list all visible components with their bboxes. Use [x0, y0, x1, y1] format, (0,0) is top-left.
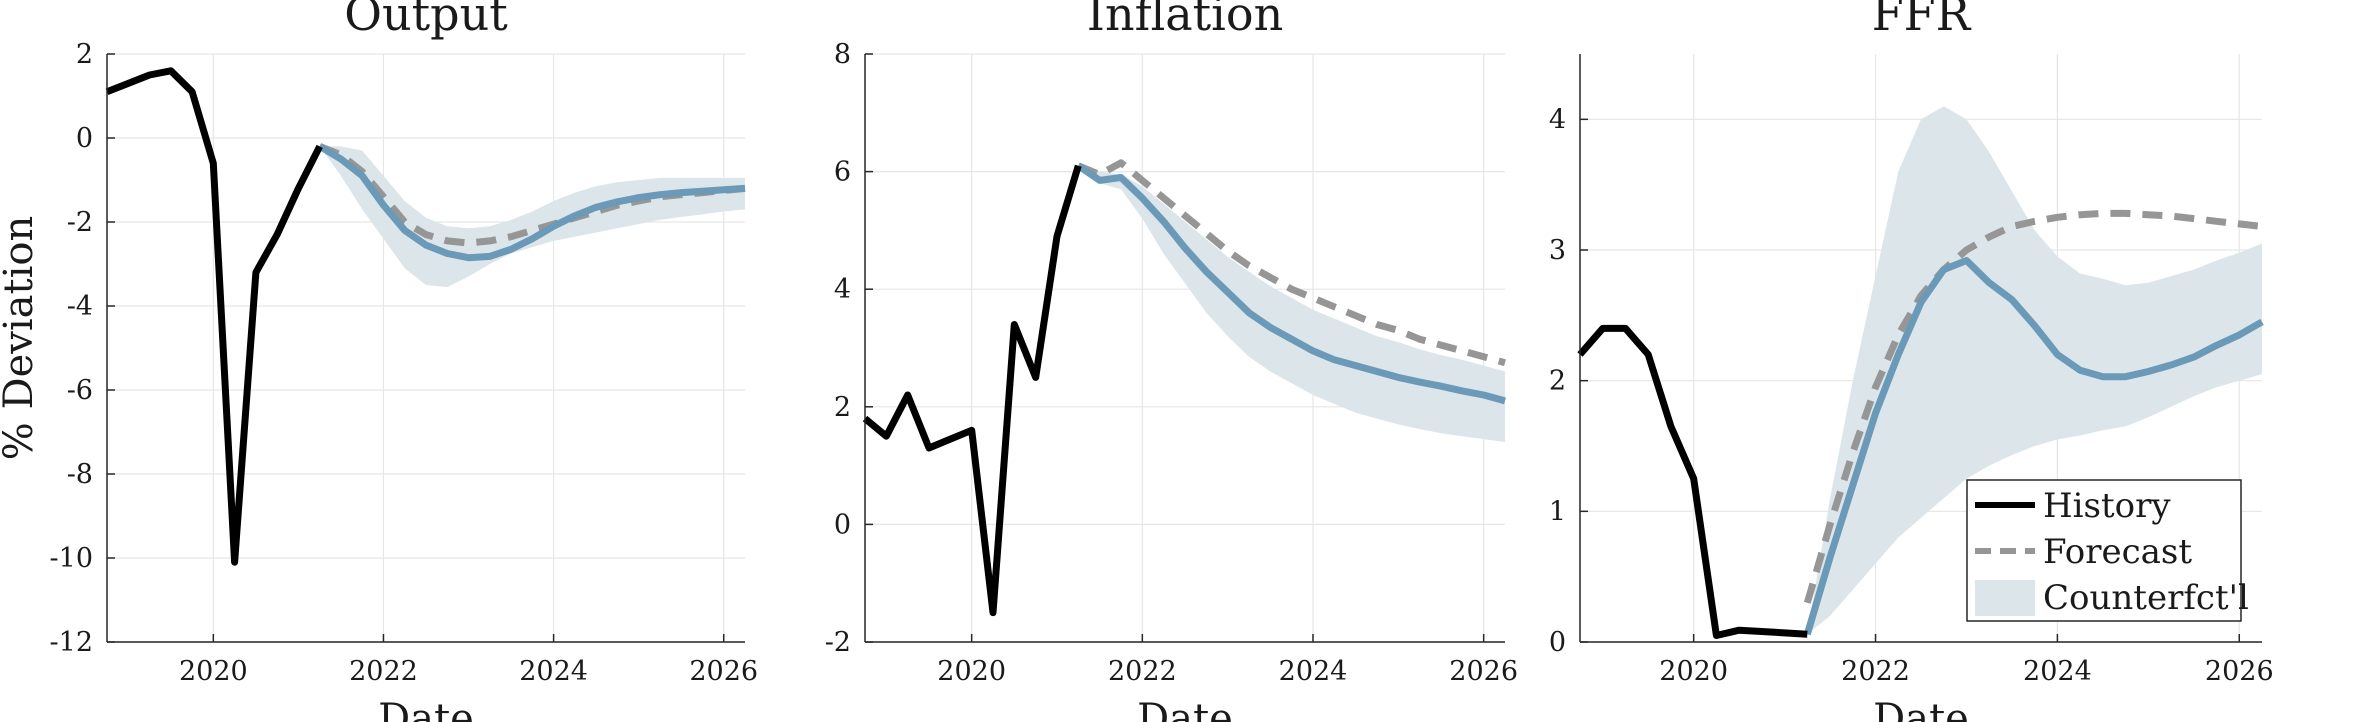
series-counterfactual-inflation — [1076, 162, 1506, 405]
x-axis-label-inflation: Date — [1137, 696, 1233, 722]
y-tick-label-inflation: -2 — [825, 627, 851, 658]
legend-label-counterfactual: Counterfct'l — [2043, 578, 2249, 618]
y-tick-label-inflation: 8 — [834, 39, 851, 70]
x-tick-label-ffr: 2024 — [2023, 656, 2092, 687]
y-tick-label-ffr: 3 — [1549, 235, 1566, 266]
x-tick-label-inflation: 2022 — [1108, 656, 1177, 687]
y-tick-label-inflation: 4 — [834, 274, 851, 305]
series-counterfactual-output — [317, 143, 746, 262]
x-tick-label-ffr: 2022 — [1841, 656, 1910, 687]
plot-area-output — [107, 54, 745, 642]
series-history-ffr — [1577, 324, 1808, 639]
panel-title-output: Output — [344, 0, 508, 41]
x-tick-label-ffr: 2020 — [1659, 656, 1728, 687]
x-tick-label-ffr: 2026 — [2205, 656, 2274, 687]
x-tick-label-output: 2022 — [349, 656, 418, 687]
y-axis-label: % Deviation — [0, 216, 42, 460]
y-tick-label-output: -12 — [50, 627, 93, 658]
band-counterfactual-inflation — [1078, 165, 1505, 443]
y-tick-label-inflation: 6 — [834, 157, 851, 188]
x-tick-label-inflation: 2026 — [1449, 656, 1518, 687]
x-axis-label-ffr: Date — [1873, 696, 1969, 722]
y-tick-label-ffr: 4 — [1549, 104, 1566, 135]
x-tick-label-inflation: 2020 — [937, 656, 1006, 687]
y-tick-label-ffr: 0 — [1549, 627, 1566, 658]
panel-title-inflation: Inflation — [1087, 0, 1283, 41]
legend-label-history: History — [2043, 486, 2171, 526]
y-tick-label-ffr: 1 — [1549, 496, 1566, 527]
x-tick-label-output: 2020 — [179, 656, 248, 687]
x-tick-label-output: 2026 — [689, 656, 758, 687]
y-tick-label-ffr: 2 — [1549, 366, 1566, 397]
series-forecast-ffr — [1803, 209, 2263, 604]
series-counterfactual-ffr — [1803, 257, 2264, 636]
y-tick-label-output: -6 — [67, 375, 93, 406]
y-tick-label-inflation: 2 — [834, 392, 851, 423]
band-counterfactual-ffr — [1807, 106, 2262, 635]
y-tick-label-output: -8 — [67, 459, 93, 490]
series-history-output — [105, 67, 323, 566]
x-axis-label-output: Date — [378, 696, 474, 722]
series-history-inflation — [862, 164, 1082, 617]
panel-title-ffr: FFR — [1872, 0, 1972, 41]
y-tick-label-output: -2 — [67, 207, 93, 238]
x-tick-label-inflation: 2024 — [1279, 656, 1348, 687]
legend-swatch-counterfactual — [1975, 580, 2035, 616]
y-tick-label-inflation: 0 — [834, 509, 851, 540]
y-tick-label-output: 2 — [76, 39, 93, 70]
panel-output: -12 -10 -8 -6 -4 -2 0 2 2020 2022 2024 2026 — [50, 39, 759, 687]
legend-label-forecast: Forecast — [2043, 532, 2192, 572]
panel-inflation: -2 0 2 4 6 8 2020 2022 2024 2026 — [825, 39, 1518, 687]
y-tick-label-output: -4 — [67, 291, 93, 322]
y-tick-label-output: 0 — [76, 123, 93, 154]
band-counterfactual-output — [319, 146, 745, 288]
x-tick-label-output: 2024 — [519, 656, 588, 687]
series-forecast-inflation — [1076, 159, 1506, 367]
y-tick-label-output: -10 — [50, 543, 93, 574]
legend: History Forecast Counterfct'l — [1966, 479, 2249, 622]
